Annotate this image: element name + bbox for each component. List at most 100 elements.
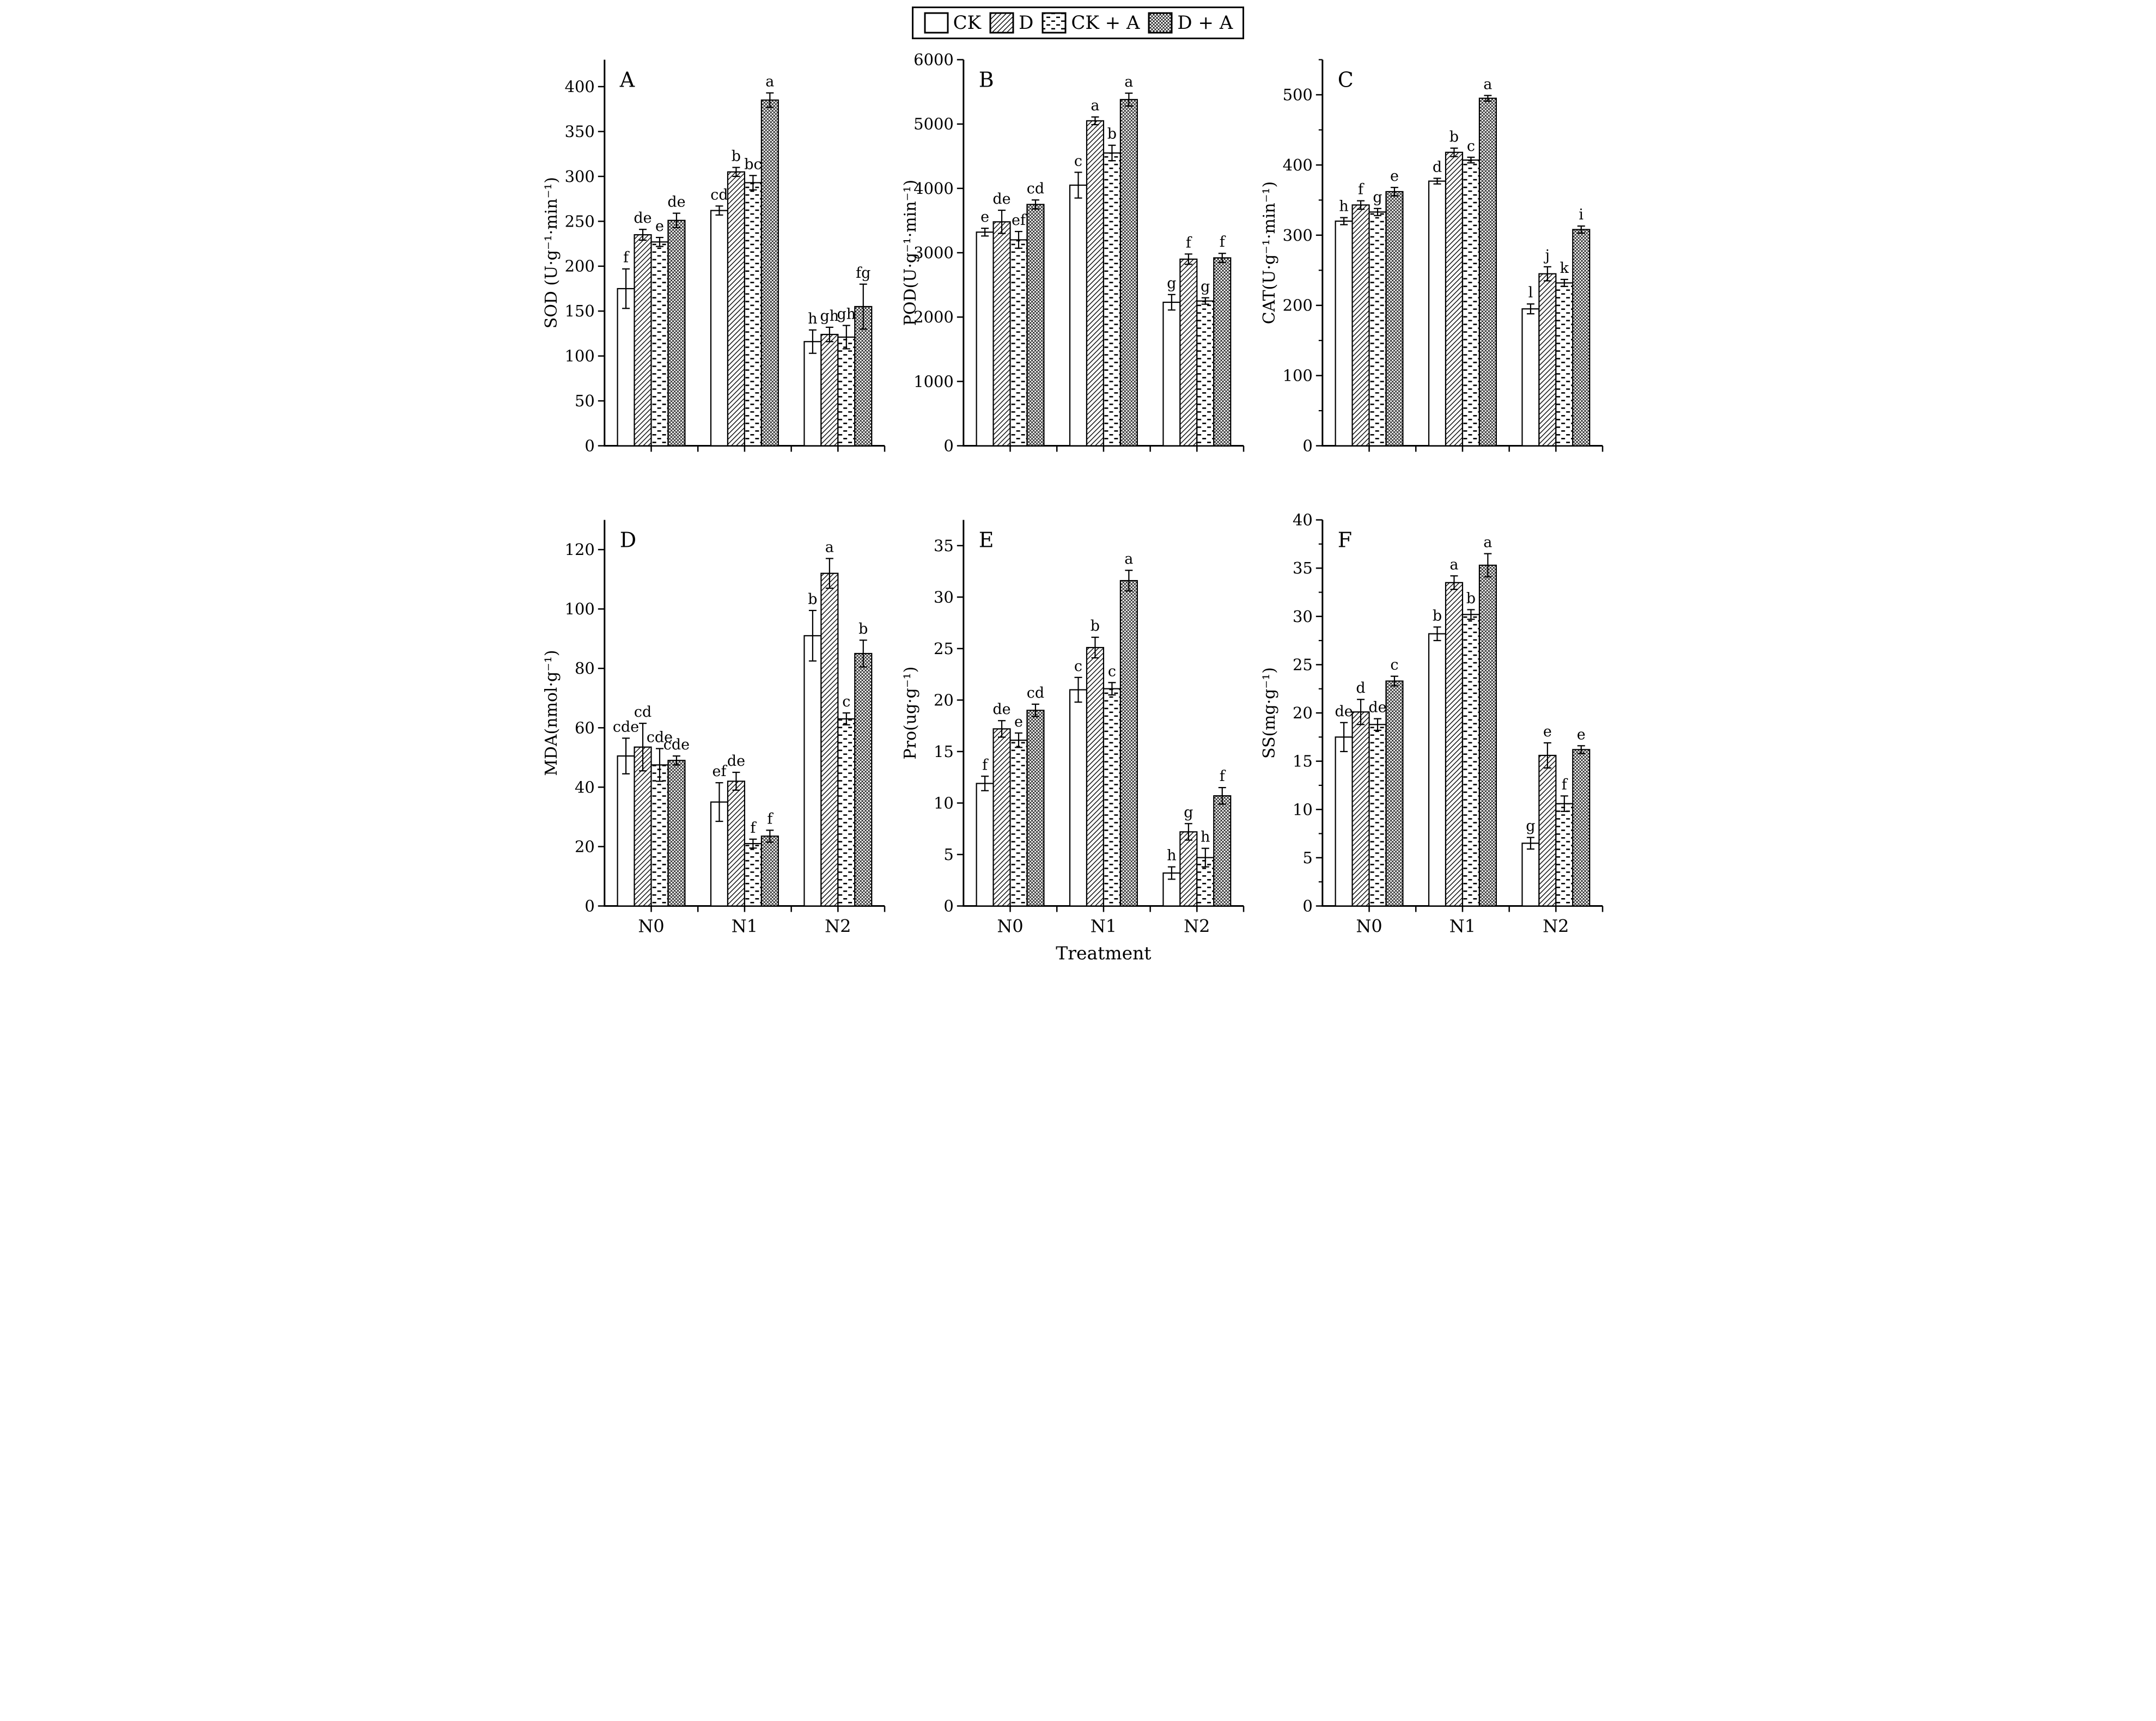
svg-text:100: 100 [1282, 367, 1312, 385]
svg-text:c: c [1074, 152, 1082, 169]
svg-text:cde: cde [612, 718, 638, 735]
svg-text:ef: ef [712, 763, 727, 780]
svg-text:e: e [1390, 168, 1398, 185]
svg-text:a: a [1124, 74, 1133, 90]
svg-text:f: f [750, 820, 757, 837]
svg-text:d: d [1432, 158, 1441, 175]
svg-text:b: b [808, 591, 817, 608]
svg-text:cd: cd [634, 704, 651, 721]
svg-text:b: b [1449, 129, 1458, 145]
svg-text:i: i [1579, 206, 1583, 223]
svg-text:c: c [1107, 663, 1116, 680]
legend: CK D CK + A D + A [911, 7, 1245, 39]
svg-text:40: 40 [1293, 511, 1313, 529]
svg-text:de: de [992, 191, 1010, 208]
chart-panel-f: 0510152025303540SS(mg·g⁻¹)FdeddecN0babaN… [1259, 511, 1603, 936]
svg-text:B: B [978, 68, 994, 92]
svg-text:c: c [1390, 657, 1398, 674]
svg-text:Pro(ug·g⁻¹): Pro(ug·g⁻¹) [900, 667, 919, 760]
svg-text:e: e [980, 209, 989, 225]
svg-text:0: 0 [1302, 896, 1312, 915]
svg-text:g: g [1184, 804, 1193, 821]
legend-item-ck: CK [923, 11, 981, 34]
legend-row: CK D CK + A D + A [539, 0, 1617, 40]
svg-text:c: c [1466, 138, 1475, 155]
svg-text:25: 25 [1293, 655, 1313, 674]
svg-text:f: f [1358, 181, 1365, 198]
svg-text:c: c [842, 693, 850, 710]
svg-text:3000: 3000 [913, 243, 954, 262]
svg-text:5000: 5000 [913, 115, 954, 133]
svg-text:0: 0 [584, 896, 594, 915]
svg-text:f: f [1561, 776, 1568, 793]
svg-text:N1: N1 [731, 916, 757, 936]
svg-text:j: j [1543, 247, 1549, 264]
svg-text:f: f [1219, 234, 1226, 251]
svg-text:a: a [1091, 97, 1099, 114]
legend-label-da: D + A [1177, 12, 1233, 34]
legend-item-da: D + A [1147, 11, 1233, 34]
svg-text:a: a [825, 539, 833, 556]
svg-text:500: 500 [1282, 86, 1312, 104]
svg-text:cde: cde [663, 736, 689, 753]
svg-text:MDA(nmol·g⁻¹): MDA(nmol·g⁻¹) [541, 650, 561, 776]
svg-text:de: de [1368, 699, 1386, 716]
svg-text:gh: gh [820, 308, 839, 325]
svg-text:a: a [1483, 534, 1492, 551]
svg-text:150: 150 [564, 302, 594, 320]
svg-text:15: 15 [1293, 752, 1313, 771]
svg-text:b: b [1090, 618, 1099, 634]
svg-text:bc: bc [744, 156, 762, 173]
legend-label-d: D [1019, 12, 1034, 34]
plain-swatch-icon [924, 12, 949, 34]
svg-text:E: E [978, 528, 994, 552]
svg-text:fg: fg [856, 265, 870, 282]
svg-text:e: e [655, 218, 664, 235]
svg-text:5: 5 [943, 845, 953, 864]
chart-panel-d: 020406080100120MDA(nmol·g⁻¹)Dcdecdcdecde… [541, 520, 885, 936]
crosshatch-swatch-icon [1148, 12, 1173, 34]
svg-text:ef: ef [1012, 212, 1027, 229]
svg-text:a: a [1483, 76, 1492, 93]
svg-text:l: l [1528, 284, 1533, 301]
svg-text:a: a [765, 74, 774, 90]
svg-text:N2: N2 [825, 916, 851, 936]
svg-text:de: de [667, 194, 685, 211]
svg-text:c: c [1074, 658, 1082, 675]
svg-text:N0: N0 [1356, 916, 1382, 936]
svg-text:cd: cd [1026, 685, 1044, 701]
svg-text:a: a [1449, 556, 1458, 573]
svg-text:N2: N2 [1543, 916, 1569, 936]
svg-text:0: 0 [584, 436, 594, 455]
legend-label-cka: CK + A [1071, 12, 1140, 34]
svg-text:15: 15 [934, 742, 954, 761]
chart-panel-c: 0 100 200 300 400 500 CAT(U·g⁻¹·min⁻¹) Chf ge dbc… [1259, 59, 1603, 455]
svg-text:350: 350 [564, 122, 594, 141]
panel-grid: 0 50 100 150 200 250 300 350 400 SOD (U·g⁻¹·min⁻¹… [539, 40, 1617, 961]
svg-text:0: 0 [943, 436, 953, 455]
svg-text:f: f [623, 249, 630, 266]
svg-text:Treatment: Treatment [1056, 942, 1151, 961]
legend-item-cka: CK + A [1041, 11, 1140, 34]
svg-text:h: h [1167, 847, 1176, 864]
svg-text:N1: N1 [1090, 916, 1116, 936]
svg-text:b: b [1466, 590, 1475, 607]
svg-text:cd: cd [710, 186, 728, 203]
legend-item-d: D [989, 11, 1033, 34]
svg-text:de: de [992, 701, 1010, 718]
svg-text:g: g [1526, 818, 1535, 835]
svg-text:120: 120 [564, 540, 594, 559]
svg-text:POD(U·g⁻¹·min⁻¹): POD(U·g⁻¹·min⁻¹) [900, 180, 919, 326]
svg-text:30: 30 [1293, 607, 1313, 626]
svg-text:d: d [1356, 680, 1365, 697]
svg-text:gh: gh [837, 306, 856, 323]
svg-text:250: 250 [564, 212, 594, 230]
svg-text:g: g [1167, 275, 1176, 292]
svg-text:50: 50 [575, 392, 595, 410]
svg-text:e: e [1014, 713, 1023, 730]
svg-text:h: h [808, 310, 817, 327]
svg-text:0: 0 [1302, 436, 1312, 455]
svg-text:10: 10 [934, 794, 954, 812]
svg-text:f: f [1185, 234, 1192, 251]
